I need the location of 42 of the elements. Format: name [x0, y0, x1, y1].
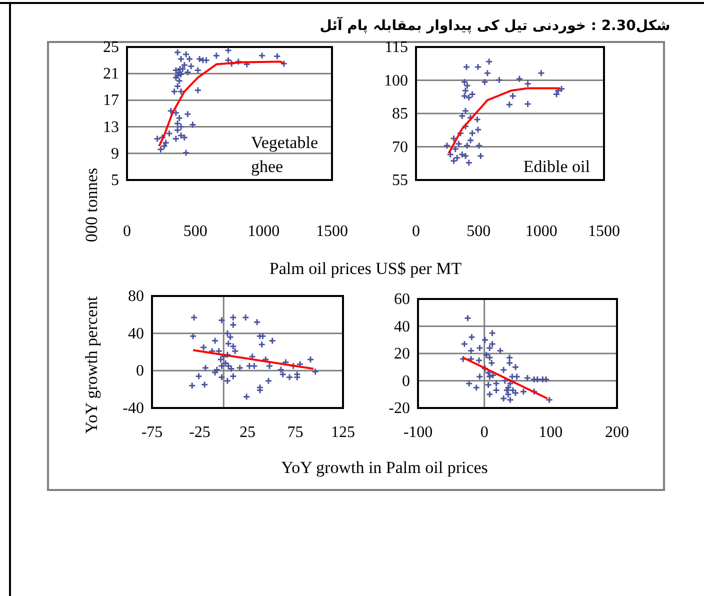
x-tick-label: 500: [183, 223, 208, 240]
y-tick-label: 9: [111, 145, 119, 162]
x-tick-label: 1000: [248, 223, 280, 240]
x-tick-label: 125: [331, 424, 355, 441]
y-tick-label: 25: [103, 39, 119, 56]
y-tick-label: -40: [122, 400, 144, 417]
y-tick-label: -20: [388, 400, 410, 417]
x-tick-label: 500: [466, 223, 491, 240]
y-tick-label: 0: [136, 362, 144, 380]
x-tick-label: 0: [480, 424, 488, 441]
x-tick-label: 100: [538, 424, 563, 441]
y-tick-label: 70: [392, 138, 408, 156]
annotation: Edible oil: [523, 157, 590, 176]
x-tick-label: 75: [287, 424, 304, 441]
x-tick-label: 1000: [525, 223, 558, 240]
y-tick-label: 80: [128, 288, 144, 305]
x-tick-label: -75: [141, 424, 163, 441]
x-tick-label: -25: [189, 424, 210, 441]
y-tick-label: 17: [103, 92, 119, 110]
x-tick-label: -100: [403, 424, 433, 441]
x-tick-label: 1500: [316, 223, 348, 240]
y-tick-label: 21: [103, 66, 119, 83]
y-tick-label: 115: [384, 39, 408, 56]
x-tick-label: 200: [605, 424, 629, 441]
y-tick-label: 0: [402, 372, 410, 390]
y-tick-label: 40: [394, 318, 410, 336]
y-axis-title: 000 tonnes: [82, 168, 101, 242]
y-axis-title: YoY growth percent: [82, 296, 101, 434]
y-tick-label: 85: [392, 106, 408, 122]
x-tick-label: 1500: [588, 223, 620, 240]
x-tick-label: 25: [240, 424, 256, 441]
y-tick-label: 40: [128, 325, 144, 342]
y-tick-label: 60: [394, 291, 410, 308]
y-tick-label: 5: [111, 172, 119, 189]
y-tick-label: 13: [103, 118, 119, 136]
x-axis-title: YoY growth in Palm oil prices: [281, 458, 488, 477]
annotation: Vegetable ghee: [250, 133, 318, 176]
chart-title: شکل2.30 : خوردنی تیل کی پیداوار بمقابلہ پام آئل: [320, 16, 670, 34]
x-axis-title: Palm oil prices US$ per MT: [269, 259, 462, 278]
y-tick-label: 55: [392, 172, 408, 189]
y-tick-label: 100: [384, 72, 408, 90]
y-tick-label: 20: [394, 346, 410, 362]
